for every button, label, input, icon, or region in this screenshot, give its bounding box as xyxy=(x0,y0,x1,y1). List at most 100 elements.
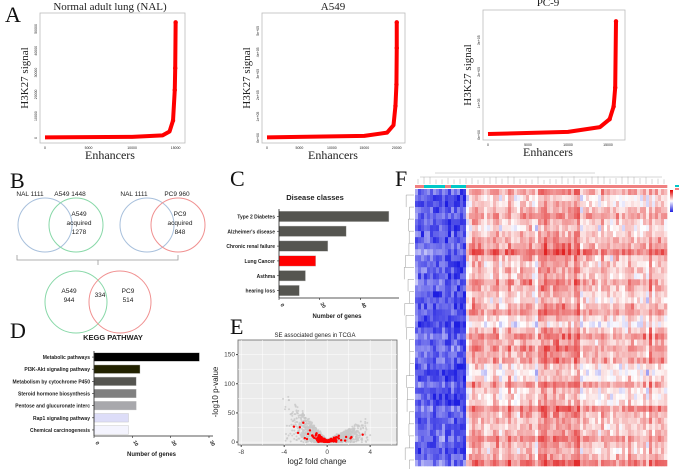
heatmap-cell xyxy=(538,345,542,352)
heatmap-cell xyxy=(541,189,545,196)
heatmap-cell xyxy=(463,381,467,389)
heatmap-cell xyxy=(613,381,617,389)
heatmap-cell xyxy=(499,291,503,298)
heatmap-cell xyxy=(499,213,503,220)
heatmap-cell xyxy=(445,303,449,310)
heatmap-cell xyxy=(583,189,587,196)
heatmap-cell xyxy=(448,333,452,340)
heatmap-cell xyxy=(481,387,485,395)
heatmap-cell xyxy=(520,195,524,202)
heatmap-cell xyxy=(637,195,641,202)
heatmap-cell xyxy=(511,201,515,208)
heatmap-cell xyxy=(538,309,542,316)
heatmap-cell xyxy=(532,213,536,220)
heatmap-cell xyxy=(451,285,455,292)
heatmap-cell xyxy=(514,405,518,413)
heatmap-cell xyxy=(532,273,536,280)
heatmap-cell xyxy=(565,297,569,304)
heatmap-cell xyxy=(553,207,557,214)
heatmap-cell xyxy=(430,375,434,382)
heatmap-cell xyxy=(562,207,566,214)
se-gene-point xyxy=(311,434,314,437)
heatmap-cell xyxy=(502,321,506,328)
x-tick-label: 0 xyxy=(487,143,489,147)
heatmap-cell xyxy=(583,279,587,286)
heatmap-cell xyxy=(664,363,668,370)
heatmap-cell xyxy=(463,285,467,292)
heatmap-cell xyxy=(664,393,668,401)
heatmap-cell xyxy=(451,219,455,226)
heatmap-cell xyxy=(565,279,569,286)
heatmap-cell xyxy=(478,231,482,238)
heatmap-cell xyxy=(595,273,599,280)
heatmap-cell xyxy=(562,321,566,328)
heatmap-cell xyxy=(532,243,536,250)
heatmap-cell xyxy=(649,267,653,274)
heatmap-cell xyxy=(643,327,647,334)
heatmap-cell xyxy=(598,381,602,389)
heatmap-cell xyxy=(511,369,515,376)
heatmap-cell xyxy=(550,357,554,364)
heatmap-cell xyxy=(514,399,518,407)
heatmap-cell xyxy=(529,273,533,280)
heatmap-cell xyxy=(547,339,551,346)
heatmap-cell xyxy=(502,327,506,334)
heatmap-cell xyxy=(514,231,518,238)
heatmap-cell xyxy=(517,297,521,304)
heatmap-cell xyxy=(532,399,536,407)
heatmap-cell xyxy=(442,327,446,334)
heatmap-cell xyxy=(541,333,545,340)
heatmap-cell xyxy=(649,363,653,370)
gene-point xyxy=(344,432,347,435)
heatmap-cell xyxy=(475,207,479,214)
heatmap-cell xyxy=(598,297,602,304)
heatmap-cell xyxy=(517,315,521,322)
heatmap-cell xyxy=(460,225,464,232)
heatmap-cell xyxy=(610,219,614,226)
heatmap-cell xyxy=(553,225,557,232)
venn-count: PC9 xyxy=(174,211,187,218)
heatmap-cell xyxy=(526,225,530,232)
x-tick-label: 0 xyxy=(279,303,286,309)
heatmap-cell xyxy=(436,351,440,358)
heatmap-cell xyxy=(577,393,581,401)
heatmap-cell xyxy=(463,297,467,304)
heatmap-cell xyxy=(616,207,620,214)
heatmap-cell xyxy=(649,219,653,226)
heatmap-cell xyxy=(586,393,590,401)
heatmap-cell xyxy=(496,231,500,238)
heatmap-cell xyxy=(574,189,578,196)
gene-point xyxy=(302,426,305,429)
heatmap-cell xyxy=(613,357,617,364)
heatmap-cell xyxy=(496,189,500,196)
heatmap-cell xyxy=(469,333,473,340)
heatmap-cell xyxy=(451,261,455,268)
heatmap-cell xyxy=(580,399,584,407)
heatmap-cell xyxy=(529,399,533,407)
heatmap-cell xyxy=(517,261,521,268)
heatmap-cell xyxy=(448,219,452,226)
heatmap-cell xyxy=(508,297,512,304)
heatmap-cell xyxy=(598,231,602,238)
heatmap-cell xyxy=(502,201,506,208)
heatmap-cell xyxy=(457,345,461,352)
heatmap-cell xyxy=(538,297,542,304)
heatmap-cell xyxy=(547,249,551,256)
heatmap-cell xyxy=(571,279,575,286)
heatmap-cell xyxy=(478,255,482,262)
heatmap-cell xyxy=(646,189,650,196)
x-tick-label: 10000 xyxy=(327,146,337,150)
heatmap-cell xyxy=(574,333,578,340)
heatmap-cell xyxy=(454,375,458,382)
heatmap-cell xyxy=(631,231,635,238)
heatmap-cell xyxy=(442,267,446,274)
y-axis-label: H3K27 signal xyxy=(19,47,31,108)
heatmap-cell xyxy=(418,285,422,292)
heatmap-cell xyxy=(595,297,599,304)
heatmap-cell xyxy=(553,381,557,389)
heatmap-cell xyxy=(517,363,521,370)
heatmap-cell xyxy=(652,249,656,256)
heatmap-cell xyxy=(589,387,593,395)
heatmap-cell xyxy=(643,255,647,262)
heatmap-cell xyxy=(661,219,665,226)
